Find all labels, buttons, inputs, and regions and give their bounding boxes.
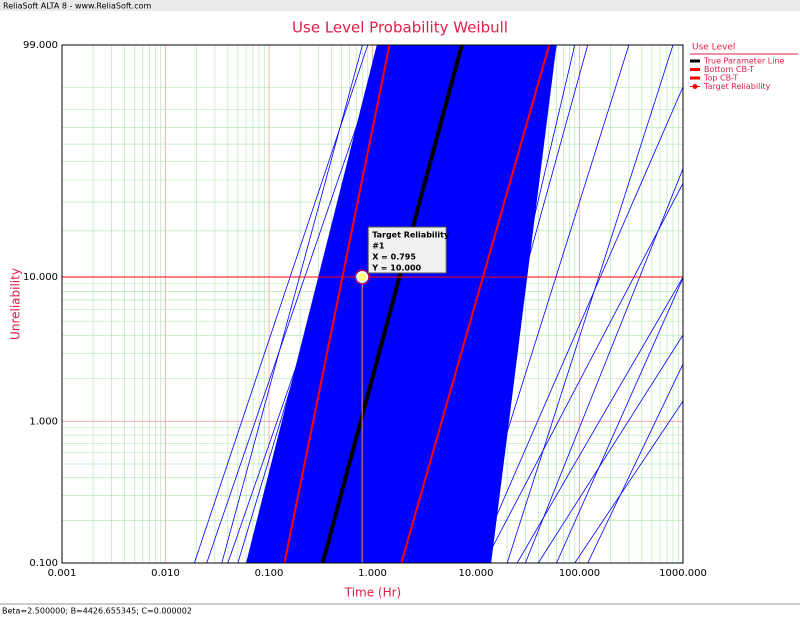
x-tick-label: 1.000	[358, 568, 387, 579]
simulation-line	[475, 85, 683, 563]
simulation-line	[506, 45, 674, 563]
legend-label: Top CB-T	[703, 74, 738, 83]
legend-title: Use Level	[692, 43, 735, 53]
legend-label: Target Reliability	[703, 82, 771, 91]
tooltip-line: Y = 10.000	[371, 263, 421, 272]
tooltip-line: #1	[372, 241, 385, 250]
y-axis-label: Unreliability	[9, 268, 23, 340]
x-tick-label: 100.000	[559, 568, 600, 579]
window-title: ReliaSoft ALTA 8 - www.ReliaSoft.com	[3, 2, 151, 11]
simulation-line	[556, 277, 683, 563]
simulation-line	[421, 45, 539, 563]
x-axis-label: Time (Hr)	[344, 586, 402, 600]
simulation-line	[237, 45, 395, 563]
legend-label: Bottom CB-T	[704, 65, 754, 74]
chart-title: Use Level Probability Weibull	[292, 19, 508, 37]
simulation-line	[413, 45, 557, 563]
simulation-line	[227, 45, 409, 563]
simulation-line	[525, 167, 683, 563]
target-point	[356, 270, 369, 283]
simulation-line	[268, 45, 420, 563]
tooltip	[367, 226, 447, 274]
simulation-line	[516, 276, 683, 563]
simulation-line	[537, 334, 683, 563]
y-tick-label: 1.000	[29, 416, 58, 427]
simulation-line	[587, 363, 683, 563]
simulation-line	[221, 45, 363, 563]
series-line	[400, 45, 551, 563]
simulation-line	[574, 400, 683, 563]
series-line	[283, 45, 391, 563]
plot-area	[193, 45, 683, 563]
simulation-band	[246, 45, 557, 563]
footer: Beta=2.500000; B=4426.655345; C=0.000002	[2, 607, 192, 616]
plot-frame	[61, 44, 684, 564]
legend-marker	[692, 84, 698, 89]
simulation-line	[483, 182, 683, 563]
series-line	[320, 45, 464, 563]
y-tick-label: 10.000	[23, 272, 58, 283]
tooltip-line: Target Reliability	[372, 230, 450, 239]
simulation-line	[299, 45, 446, 563]
target-point-ring	[354, 269, 370, 285]
simulation-line	[444, 45, 589, 563]
tooltip-line: X = 0.795	[372, 252, 416, 261]
simulation-line	[465, 45, 630, 563]
x-tick-label: 10.000	[459, 568, 494, 579]
legend-label: True Parameter Line	[703, 57, 784, 66]
x-tick-label: 0.100	[255, 568, 284, 579]
title-bar	[0, 0, 800, 11]
y-tick-label: 0.100	[29, 558, 58, 569]
y-tick-label: 99.000	[23, 40, 58, 51]
simulation-line	[206, 45, 385, 563]
simulation-line	[390, 45, 518, 563]
x-tick-label: 0.010	[151, 568, 180, 579]
simulation-line	[452, 45, 576, 563]
x-tick-label: 1000.000	[659, 568, 707, 579]
x-tick-label: 0.001	[48, 568, 77, 579]
